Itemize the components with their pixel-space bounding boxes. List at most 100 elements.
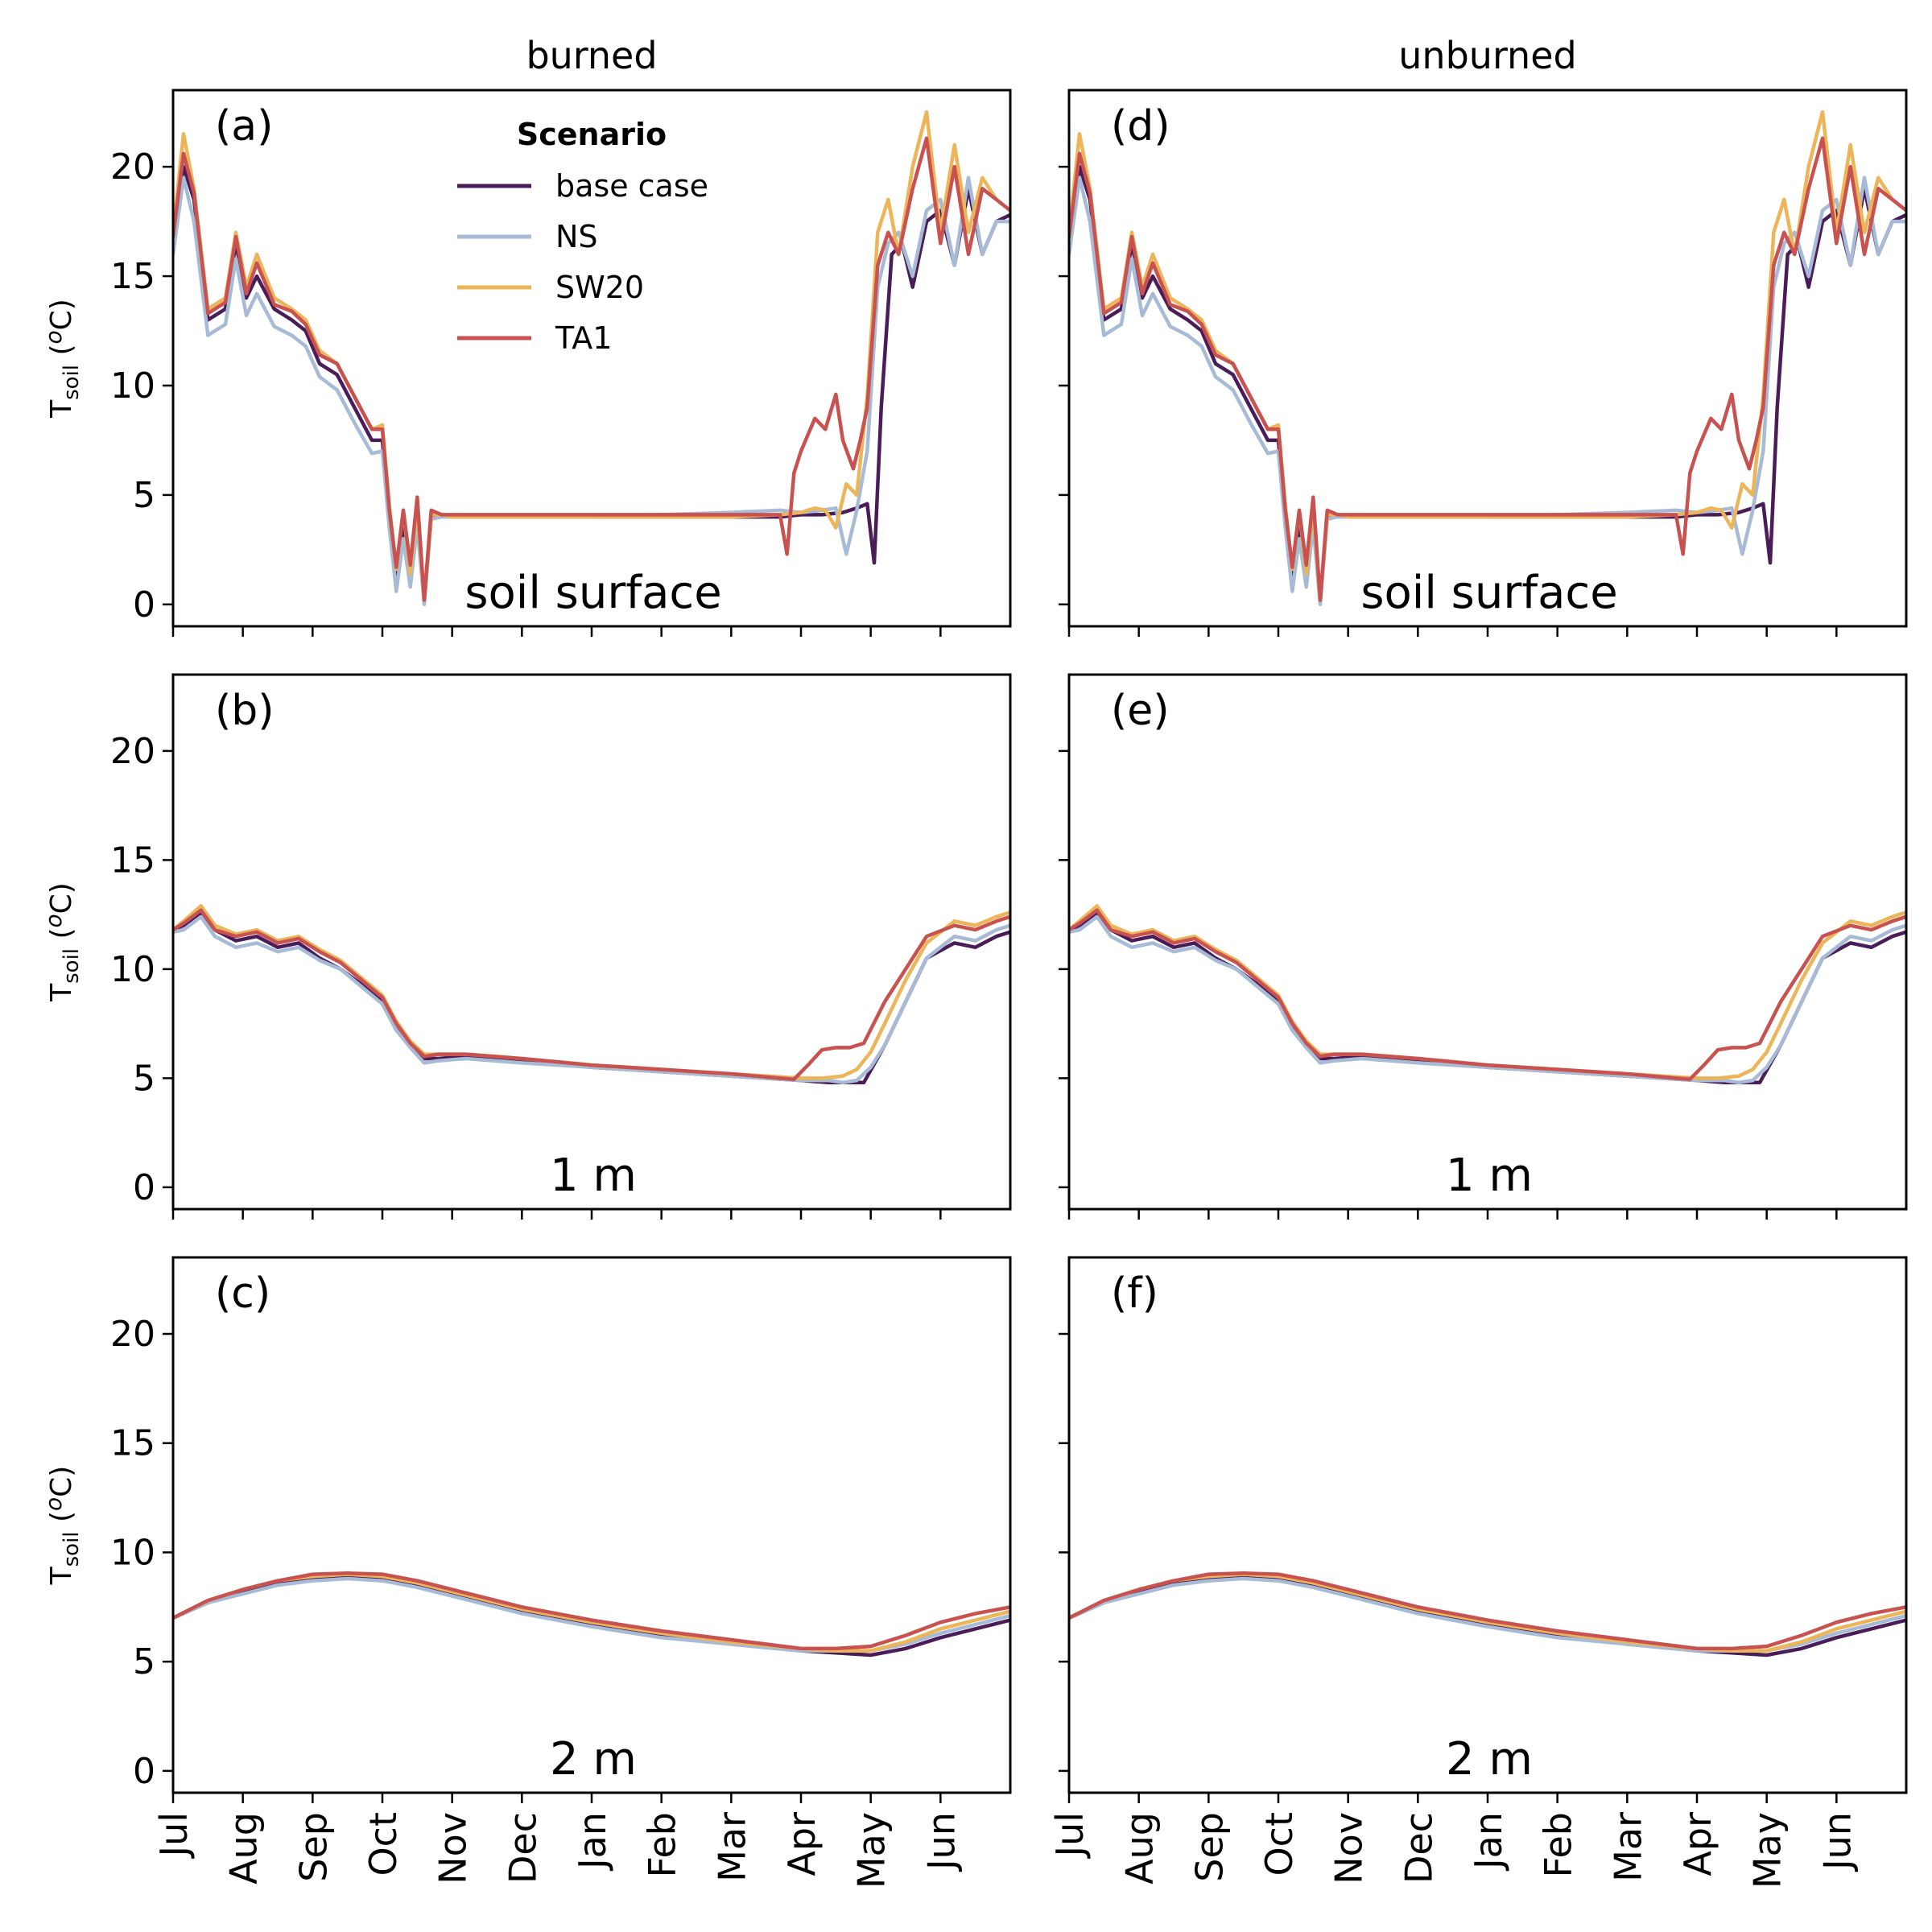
plot-frame xyxy=(171,89,1012,628)
panel-label: (a) xyxy=(215,102,273,151)
legend-item-ta1: TA1 xyxy=(457,320,612,356)
x-tick-label: Sep xyxy=(291,1812,335,1882)
depth-label: 1 m xyxy=(1446,1150,1533,1202)
y-tick-label: 10 xyxy=(110,1532,155,1573)
y-tick-label: 15 xyxy=(110,840,155,881)
panel-label: (c) xyxy=(215,1269,270,1318)
y-tick-label: 20 xyxy=(110,147,155,188)
series-line-ta1 xyxy=(1069,908,1906,1081)
series-line-ta1 xyxy=(173,1571,1010,1651)
x-tick-label: May xyxy=(850,1812,894,1889)
x-tick-label: Jan xyxy=(1467,1812,1510,1872)
x-tick-label: Nov xyxy=(431,1812,475,1885)
y-tick-label: 15 xyxy=(110,1423,155,1464)
y-tick-label: 5 xyxy=(133,1058,155,1099)
series-group xyxy=(173,904,1010,1085)
y-tick-label: 15 xyxy=(110,256,155,297)
x-tick-label: Jun xyxy=(1815,1812,1859,1872)
panel-label: (d) xyxy=(1111,102,1170,151)
panel-label: (e) xyxy=(1111,687,1170,735)
column-title-unburned: unburned xyxy=(1398,34,1576,77)
x-tick-label: Aug xyxy=(222,1812,266,1885)
legend-item-base-case: base case xyxy=(457,168,708,204)
plot-frame xyxy=(171,673,1012,1211)
depth-label: soil surface xyxy=(1360,567,1617,619)
series-line-sw20 xyxy=(173,904,1010,1080)
series-line-ta1 xyxy=(1069,136,1906,602)
plot-frame xyxy=(1067,89,1908,628)
series-line-ta1 xyxy=(1069,1571,1906,1651)
series-line-ns xyxy=(1069,175,1906,607)
series-group xyxy=(1069,904,1906,1085)
y-tick-label: 10 xyxy=(110,949,155,990)
series-line-ta1 xyxy=(173,908,1010,1081)
y-tick-label: 0 xyxy=(133,1751,155,1792)
y-tick-label: 10 xyxy=(110,365,155,407)
series-line-ns xyxy=(1069,914,1906,1085)
panel-grid: 0 5 10 15 20 Tsoil (oC) (a) soil surface Scenari… xyxy=(40,89,1908,1889)
y-axis-label: Tsoil (oC) xyxy=(40,1466,84,1586)
y-tick-label: 0 xyxy=(133,584,155,625)
x-tick-label: Mar xyxy=(1606,1812,1649,1882)
plot-frame xyxy=(1067,673,1908,1211)
x-tick-label: Aug xyxy=(1118,1812,1162,1885)
series-line-ta1 xyxy=(173,136,1010,602)
legend-item-sw20: SW20 xyxy=(457,270,644,305)
panel-b: 0 5 10 15 20 Tsoil (oC) (b) 1 m xyxy=(40,673,1012,1220)
y-tick-label: 5 xyxy=(133,475,155,516)
panel-d: (d) soil surface xyxy=(1059,89,1908,637)
series-group xyxy=(173,1571,1010,1657)
depth-label: 1 m xyxy=(550,1150,637,1202)
x-tick-label: Oct xyxy=(1257,1812,1301,1876)
x-tick-label: Jul xyxy=(1048,1812,1092,1860)
panel-label: (b) xyxy=(215,687,275,735)
series-line-ns xyxy=(1069,1576,1906,1653)
y-tick-label: 0 xyxy=(133,1167,155,1208)
panel-e: (e) 1 m xyxy=(1059,673,1908,1220)
x-tick-label: Apr xyxy=(780,1812,824,1876)
x-tick-label: Jul xyxy=(152,1812,196,1860)
series-line-ns xyxy=(173,914,1010,1085)
series-group xyxy=(1069,109,1906,607)
series-line-ns xyxy=(173,175,1010,607)
legend: Scenario base case NS SW20 TA1 xyxy=(457,117,708,356)
panel-c: 0 5 10 15 20 Jul Aug Sep Oct Nov Dec Jan Feb Mar Apr Ma… xyxy=(40,1256,1012,1889)
legend-label: TA1 xyxy=(555,320,612,356)
x-tick-label: Dec xyxy=(501,1812,544,1884)
column-title-burned: burned xyxy=(526,34,657,77)
x-tick-label: Jan xyxy=(571,1812,614,1872)
legend-label: NS xyxy=(555,219,598,254)
plot-frame xyxy=(171,1256,1012,1794)
x-tick-label: Feb xyxy=(1537,1812,1580,1877)
series-line-sw20 xyxy=(1069,904,1906,1080)
x-tick-label: Apr xyxy=(1676,1812,1719,1876)
series-line-base-case xyxy=(1069,1575,1906,1657)
panel-f: Jul Aug Sep Oct Nov Dec Jan Feb Mar Apr May Jun (f) 2… xyxy=(1048,1256,1908,1889)
series-line-sw20 xyxy=(173,1572,1010,1653)
depth-label: soil surface xyxy=(464,567,721,619)
y-axis-label: Tsoil (oC) xyxy=(40,299,84,419)
series-group xyxy=(1069,1571,1906,1657)
series-group xyxy=(173,109,1010,607)
panel-a: 0 5 10 15 20 Tsoil (oC) (a) soil surface Scenari… xyxy=(40,89,1012,637)
series-line-ns xyxy=(173,1576,1010,1653)
x-tick-label: Nov xyxy=(1327,1812,1371,1885)
x-tick-label: Dec xyxy=(1397,1812,1440,1884)
x-tick-label: Feb xyxy=(641,1812,684,1877)
depth-label: 2 m xyxy=(550,1733,637,1785)
x-tick-label: May xyxy=(1746,1812,1790,1889)
series-line-base-case xyxy=(173,1575,1010,1657)
legend-item-ns: NS xyxy=(457,219,598,254)
x-tick-label: Oct xyxy=(361,1812,405,1876)
y-tick-label: 20 xyxy=(110,731,155,772)
plot-frame xyxy=(1067,1256,1908,1794)
x-tick-label: Jun xyxy=(919,1812,963,1872)
depth-label: 2 m xyxy=(1446,1733,1533,1785)
legend-title: Scenario xyxy=(517,117,667,152)
x-tick-label: Sep xyxy=(1187,1812,1231,1882)
x-tick-label: Mar xyxy=(710,1812,753,1882)
legend-label: SW20 xyxy=(555,270,644,305)
y-tick-label: 5 xyxy=(133,1641,155,1682)
y-axis-label: Tsoil (oC) xyxy=(40,882,84,1002)
